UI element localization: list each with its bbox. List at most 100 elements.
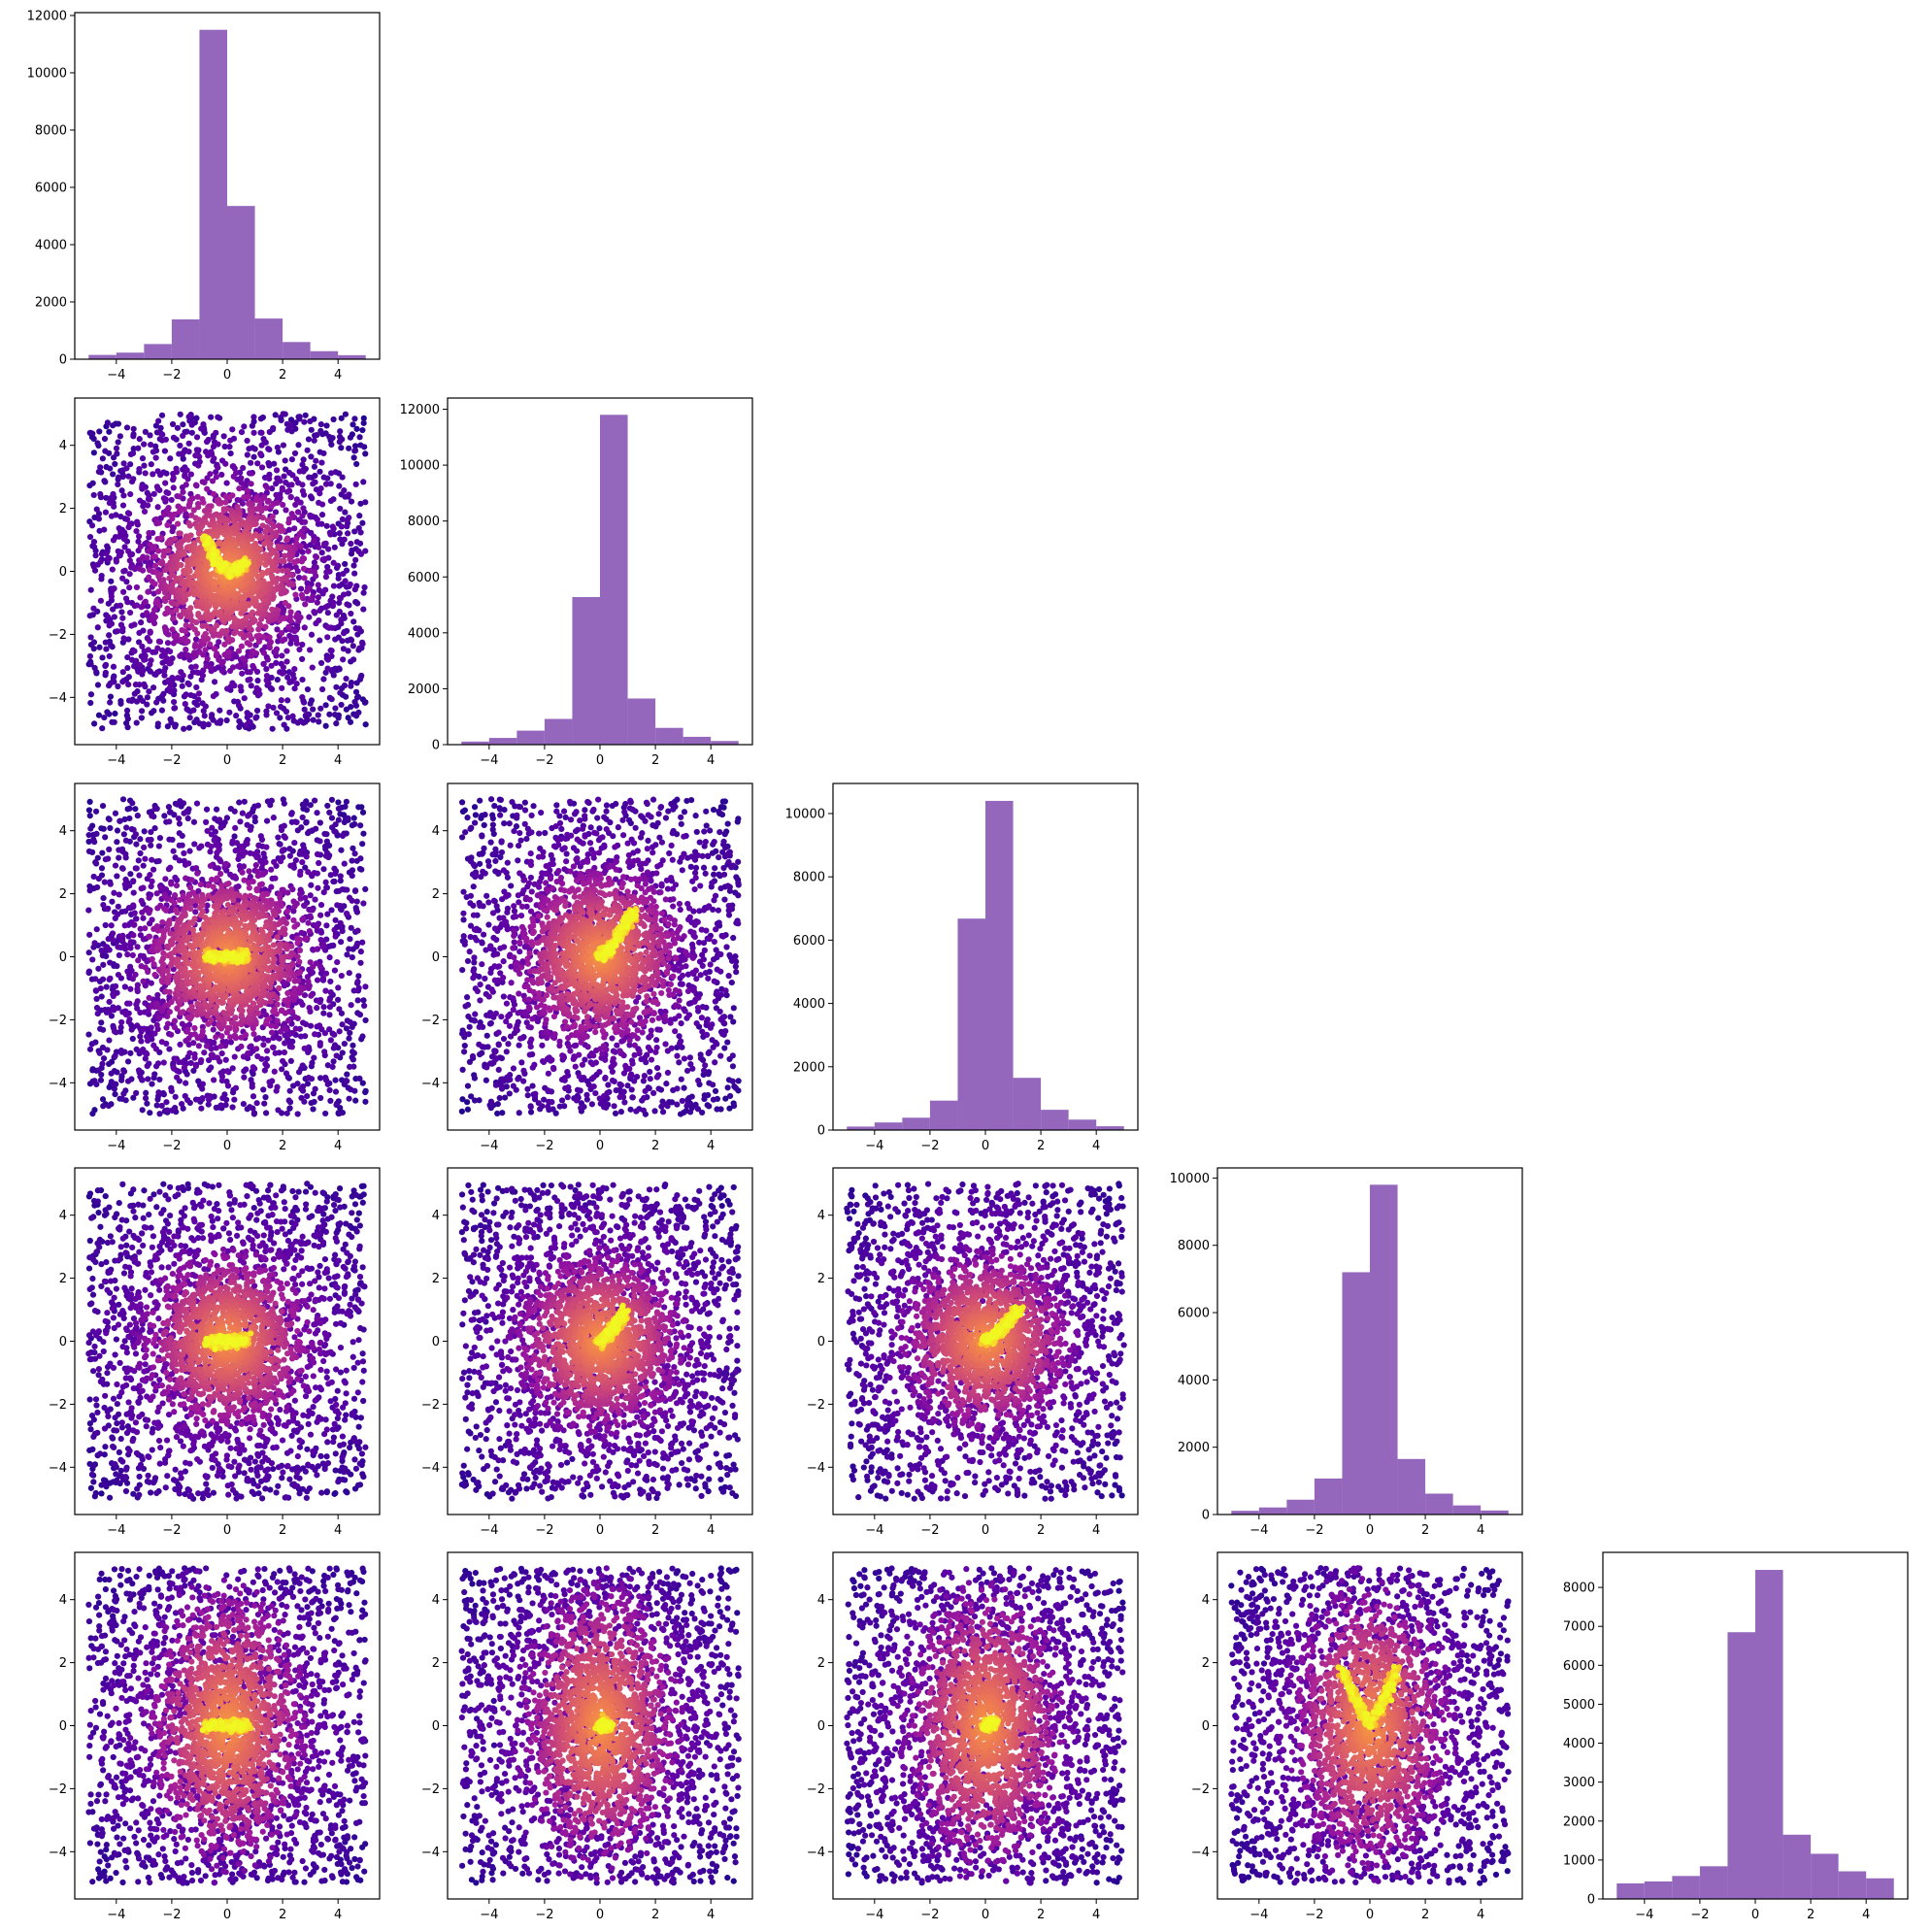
scatter-point xyxy=(192,482,200,488)
scatter-point xyxy=(121,544,128,550)
scatter-point xyxy=(345,715,351,721)
scatter-point xyxy=(318,459,325,466)
scatter-point xyxy=(307,597,314,604)
scatter-point xyxy=(127,551,134,558)
scatter-point xyxy=(345,530,351,537)
y-tick-label: 8000 xyxy=(793,871,825,885)
scatter-point xyxy=(323,522,330,529)
scatter-point xyxy=(255,1035,262,1042)
scatter-point xyxy=(127,450,135,458)
scatter-point xyxy=(134,985,141,992)
scatter-point xyxy=(300,505,307,512)
scatter-point xyxy=(181,849,187,857)
scatter-point xyxy=(138,619,145,626)
y-tick-label: 4000 xyxy=(1563,1737,1595,1751)
scatter-point xyxy=(321,541,328,548)
scatter-point xyxy=(339,474,346,481)
scatter-point xyxy=(244,451,250,458)
scatter-point xyxy=(191,841,198,848)
scatter-point xyxy=(119,796,127,803)
scatter-point xyxy=(108,922,115,929)
scatter-point xyxy=(160,697,167,704)
scatter-point xyxy=(283,1110,290,1116)
scatter-point xyxy=(148,836,154,844)
hist-bar-1-1-7 xyxy=(655,727,683,745)
scatter-point xyxy=(125,511,133,517)
scatter-point xyxy=(138,897,145,904)
scatter-point xyxy=(345,648,351,654)
scatter-point xyxy=(177,530,183,537)
scatter-point xyxy=(100,825,107,832)
scatter-point xyxy=(145,588,151,595)
scatter-point xyxy=(147,432,153,439)
scatter-point xyxy=(226,494,233,501)
scatter-point xyxy=(112,862,119,869)
scatter-point xyxy=(268,866,275,873)
scatter-point xyxy=(149,813,155,819)
scatter-point xyxy=(297,895,304,902)
scatter-point xyxy=(107,465,114,472)
hist-bar-3-3-5 xyxy=(1370,1184,1398,1515)
scatter-point xyxy=(330,942,337,949)
scatter-point xyxy=(160,668,168,675)
scatter-point xyxy=(349,897,355,904)
scatter-point xyxy=(362,499,369,506)
scatter-point xyxy=(86,813,93,819)
scatter-point xyxy=(306,474,313,481)
scatter-point xyxy=(141,681,148,687)
x-tick-label: 2 xyxy=(1807,1908,1815,1922)
scatter-point xyxy=(95,712,103,718)
hist-bar-2-2-5 xyxy=(985,800,1014,1130)
scatter-point xyxy=(360,589,367,596)
x-tick-label: 0 xyxy=(1366,1523,1374,1538)
scatter-point xyxy=(235,702,243,709)
scatter-point xyxy=(195,690,203,697)
scatter-point xyxy=(104,419,111,426)
scatter-point xyxy=(107,959,114,966)
hist-bar-3-3-1 xyxy=(1258,1507,1287,1515)
scatter-point xyxy=(195,610,202,617)
scatter-point xyxy=(141,844,148,850)
scatter-point xyxy=(280,411,286,417)
scatter-point xyxy=(109,566,116,573)
scatter-point xyxy=(181,506,187,513)
scatter-point xyxy=(119,473,126,481)
scatter-point xyxy=(150,708,157,715)
scatter-point xyxy=(322,1110,329,1117)
scatter-point xyxy=(263,489,270,496)
scatter-point xyxy=(231,1053,238,1060)
scatter-point xyxy=(130,425,137,432)
scatter-point xyxy=(126,609,134,616)
scatter-point xyxy=(103,944,110,950)
scatter-point xyxy=(103,983,110,990)
scatter-point xyxy=(362,1098,369,1105)
scatter-point xyxy=(185,574,193,581)
scatter-point xyxy=(332,933,339,940)
scatter-point xyxy=(329,1063,336,1071)
hist-bar-3-3-3 xyxy=(1314,1478,1343,1515)
scatter-point xyxy=(203,622,210,630)
scatter-point xyxy=(276,1035,283,1042)
scatter-point xyxy=(280,608,286,616)
scatter-point xyxy=(300,1019,307,1026)
scatter-point xyxy=(264,656,271,663)
scatter-point xyxy=(212,646,218,652)
scatter-point xyxy=(185,440,192,447)
hist-bar-1-1-8 xyxy=(683,736,712,745)
scatter-point xyxy=(359,519,366,526)
scatter-point xyxy=(89,1111,96,1117)
scatter-point xyxy=(317,705,324,712)
scatter-point xyxy=(309,664,316,671)
scatter-point xyxy=(160,577,167,583)
scatter-point xyxy=(166,836,173,843)
scatter-point xyxy=(359,641,366,648)
scatter-point xyxy=(352,481,359,487)
scatter-point xyxy=(175,520,182,527)
scatter-point xyxy=(314,1023,320,1030)
scatter-point xyxy=(161,448,169,454)
scatter-point xyxy=(183,646,189,653)
scatter-point xyxy=(249,422,255,429)
scatter-point xyxy=(222,1056,229,1063)
scatter-point xyxy=(87,586,94,593)
scatter-point xyxy=(330,1058,337,1065)
